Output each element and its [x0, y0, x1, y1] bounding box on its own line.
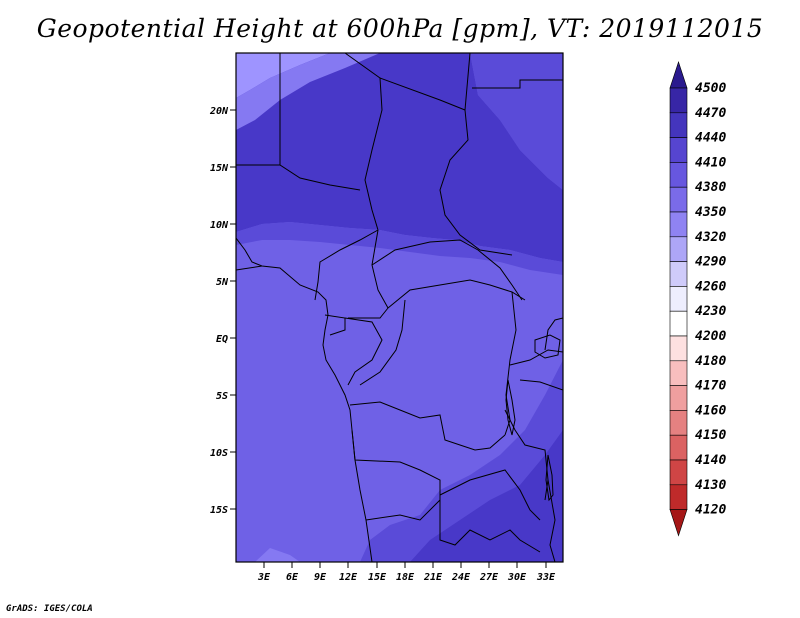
longitude-axis: 3E 6E 9E 12E 15E 18E 21E 24E 27E 30E 33E — [257, 562, 556, 583]
colorbar-label: 4200 — [695, 329, 726, 344]
colorbar-segment — [669, 434, 688, 461]
lat-label-eq: EQ — [216, 334, 228, 345]
height-field-4350-southwest — [255, 548, 300, 562]
border-18 — [365, 499, 441, 521]
border-8 — [348, 229, 389, 319]
colorbar-label: 4290 — [695, 255, 726, 270]
colorbar-segment — [669, 484, 688, 510]
page-title: Geopotential Height at 600hPa [gpm], VT:… — [36, 14, 764, 43]
lat-label-5n: 5N — [216, 277, 229, 288]
border-7 — [314, 229, 379, 301]
lon-label-3e: 3E — [257, 572, 271, 583]
lat-label-5s: 5S — [216, 391, 228, 402]
border-21 — [509, 349, 563, 366]
lake-victoria — [534, 334, 561, 359]
colorbar-segment — [669, 162, 688, 188]
border-11 — [324, 314, 346, 336]
lon-label-33e: 33E — [536, 572, 556, 583]
border-17 — [439, 469, 541, 521]
colorbar-segment — [669, 236, 688, 262]
colorbar-label: 4410 — [695, 155, 726, 170]
colorbar-segment — [669, 459, 688, 486]
colorbar-segment — [669, 112, 688, 138]
lat-label-10n: 10N — [210, 220, 229, 231]
height-field-4410-northeast — [470, 53, 563, 190]
height-field-4320-northwest — [236, 53, 330, 98]
colorbar-label: 4470 — [695, 106, 726, 121]
border-13 — [359, 299, 406, 386]
border-6 — [472, 79, 563, 89]
border-9 — [371, 239, 523, 301]
lat-label-15n: 15N — [210, 163, 229, 174]
colorbar-label: 4260 — [695, 279, 726, 294]
colorbar-segment — [669, 137, 688, 163]
colorbar-segment — [669, 87, 688, 114]
grads-credit: GrADS: IGES/COLA — [6, 604, 93, 614]
lon-label-24e: 24E — [451, 572, 471, 583]
border-2 — [236, 164, 361, 191]
border-16 — [351, 429, 441, 495]
latitude-axis: 20N 15N 10N 5N EQ 5S 10S 15S — [209, 106, 236, 516]
lon-label-18e: 18E — [396, 572, 415, 583]
colorbar-segment — [669, 61, 688, 89]
colorbar-segment — [669, 211, 688, 238]
colorbar-label: 4120 — [695, 503, 726, 518]
height-field-4440-north — [236, 53, 563, 262]
colorbar-segment — [669, 186, 688, 213]
colorbar-label: 4380 — [695, 180, 726, 195]
colorbar-segment — [669, 335, 688, 362]
border-12 — [344, 317, 383, 386]
colorbar-segment — [669, 410, 688, 436]
lon-label-27e: 27E — [479, 572, 499, 583]
colorbar-segment — [669, 509, 688, 537]
lon-label-15e: 15E — [368, 572, 387, 583]
colorbar-segment — [669, 385, 688, 411]
map-panel — [236, 53, 563, 562]
border-25 — [236, 265, 263, 271]
colorbar: 4500 4470 4440 4410 4380 4350 4320 4290 4260 4230… — [669, 61, 726, 537]
lake-malawi — [545, 454, 554, 502]
lat-label-10s: 10S — [210, 448, 228, 459]
height-field-4440-southeast — [410, 430, 563, 562]
colorbar-label: 4440 — [695, 131, 726, 146]
colorbar-label: 4140 — [695, 453, 726, 468]
colorbar-label: 4150 — [695, 428, 726, 443]
lon-label-9e: 9E — [314, 572, 327, 583]
colorbar-label: 4160 — [695, 403, 726, 418]
border-19 — [439, 495, 541, 553]
colorbar-segment — [669, 286, 688, 312]
country-boundaries — [236, 53, 563, 562]
lat-label-15s: 15S — [210, 505, 228, 516]
border-22 — [519, 379, 563, 391]
lat-label-20n: 20N — [209, 106, 229, 117]
colorbar-segment — [669, 261, 688, 287]
border-4 — [379, 53, 471, 111]
colorbar-segment — [669, 360, 688, 386]
lon-label-12e: 12E — [339, 572, 358, 583]
border-20 — [544, 317, 563, 351]
colorbar-segment — [669, 310, 688, 337]
colorbar-label: 4170 — [695, 379, 726, 394]
colorbar-label: 4180 — [695, 354, 726, 369]
border-24 — [547, 479, 556, 562]
colorbar-label: 4320 — [695, 230, 726, 245]
colorbar-label: 4130 — [695, 478, 726, 493]
height-field-4350-northwest — [236, 53, 380, 130]
lake-tanganyika — [505, 379, 516, 436]
border-15 — [349, 401, 506, 451]
lon-label-30e: 30E — [507, 572, 527, 583]
border-5 — [439, 109, 513, 256]
lon-label-6e: 6E — [286, 572, 299, 583]
colorbar-label: 4230 — [695, 304, 726, 319]
lon-label-21e: 21E — [423, 572, 443, 583]
map-frame — [235, 52, 564, 563]
colorbar-label: 4350 — [695, 205, 726, 220]
colorbar-label: 4500 — [695, 81, 726, 96]
